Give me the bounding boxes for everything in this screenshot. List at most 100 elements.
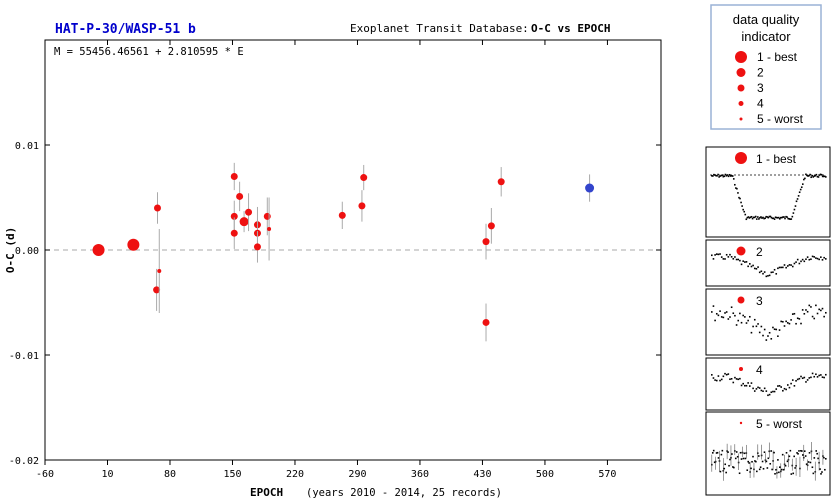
example-data-dot [753, 318, 756, 321]
example-data-dot [760, 270, 763, 273]
example-data-dot [810, 306, 812, 308]
plot-name: O-C vs EPOCH [531, 22, 610, 35]
example-data-dot [745, 218, 748, 221]
example-data-dot [722, 175, 725, 178]
x-tick-label: 500 [536, 469, 554, 480]
example-marker [739, 367, 743, 371]
example-data-dot [794, 205, 797, 207]
example-data-dot [798, 450, 800, 452]
example-data-dot [807, 461, 810, 463]
example-data-dot [798, 318, 801, 320]
example-data-dot [797, 453, 799, 455]
example-data-dot [770, 450, 772, 452]
example-data-dot [808, 174, 810, 177]
example-data-dot [738, 196, 740, 199]
example-data-dot [789, 449, 792, 452]
example-label: 4 [756, 363, 763, 377]
example-data-dot [820, 309, 822, 312]
example-data-dot [794, 467, 796, 469]
example-data-dot [792, 212, 795, 214]
example-data-dot [760, 216, 762, 218]
example-data-dot [786, 460, 789, 463]
example-data-dot [801, 183, 804, 185]
example-data-dot [733, 466, 735, 469]
example-data-dot [781, 216, 783, 219]
data-point [236, 192, 244, 200]
example-data-dot [711, 452, 714, 454]
ephemeris-formula: M = 55456.46561 + 2.810595 * E [54, 46, 244, 58]
example-data-dot [805, 309, 807, 311]
data-point [245, 208, 253, 216]
example-data-dot [808, 452, 811, 454]
example-data-dot [711, 174, 713, 177]
example-data-dot [747, 319, 749, 322]
example-data-dot [735, 258, 738, 261]
example-data-dot [783, 387, 786, 390]
example-data-dot [773, 218, 776, 220]
example-data-dot [757, 386, 759, 389]
example-data-dot [730, 174, 733, 177]
example-data-dot [803, 450, 806, 452]
data-point [127, 238, 140, 251]
example-data-dot [789, 218, 792, 221]
example-data-dot [811, 174, 814, 177]
example-data-dot [766, 216, 769, 218]
example-data-dot [753, 216, 756, 219]
example-data-dot [745, 322, 748, 324]
example-data-dot [714, 254, 716, 256]
example-data-dot [768, 215, 771, 218]
legend-label: 2 [757, 66, 764, 80]
example-data-dot [807, 175, 809, 177]
example-data-dot [743, 452, 746, 455]
example-data-dot [724, 173, 727, 176]
example-data-dot [720, 453, 723, 456]
example-data-dot [755, 325, 758, 328]
example-data-dot [773, 328, 776, 331]
example-data-dot [763, 328, 766, 331]
example-data-dot [810, 376, 812, 379]
example-data-dot [790, 264, 792, 266]
example-data-dot [808, 377, 811, 379]
planet-title: HAT-P-30/WASP-51 b [55, 22, 196, 37]
example-data-dot [784, 464, 787, 467]
data-point [153, 286, 161, 294]
data-point [482, 318, 490, 326]
example-data-dot [821, 307, 824, 310]
example-data-dot [806, 379, 809, 381]
example-data-dot [811, 255, 814, 258]
data-point [157, 269, 162, 273]
example-data-dot [808, 258, 811, 261]
example-data-dot [715, 379, 718, 382]
data-point [263, 212, 271, 220]
example-data-dot [726, 174, 729, 176]
example-data-dot [769, 215, 772, 218]
example-data-dot [787, 217, 789, 220]
example-data-dot [762, 272, 764, 275]
example-data-dot [723, 175, 726, 178]
example-data-dot [781, 453, 784, 456]
example-data-dot [796, 317, 799, 320]
example-data-dot [782, 216, 784, 218]
example-data-dot [808, 304, 811, 307]
example-data-dot [715, 174, 717, 177]
example-data-dot [825, 176, 827, 178]
example-data-dot [758, 271, 761, 274]
example-data-dot [792, 472, 795, 475]
example-data-dot [716, 451, 719, 454]
example-data-dot [791, 313, 794, 315]
example-data-dot [712, 258, 715, 260]
example-data-dot [793, 208, 796, 211]
example-data-dot [819, 173, 822, 176]
example-data-dot [762, 390, 764, 393]
example-data-dot [719, 253, 721, 255]
example-data-dot [744, 316, 746, 318]
example-data-dot [782, 266, 784, 269]
example-data-dot [717, 457, 720, 459]
example-data-dot [773, 268, 776, 271]
example-data-dot [717, 173, 719, 176]
example-data-dot [777, 267, 779, 270]
example-data-dot [727, 175, 730, 178]
example-data-dot [782, 389, 784, 392]
example-data-dot [798, 191, 801, 194]
example-data-dot [785, 451, 788, 454]
